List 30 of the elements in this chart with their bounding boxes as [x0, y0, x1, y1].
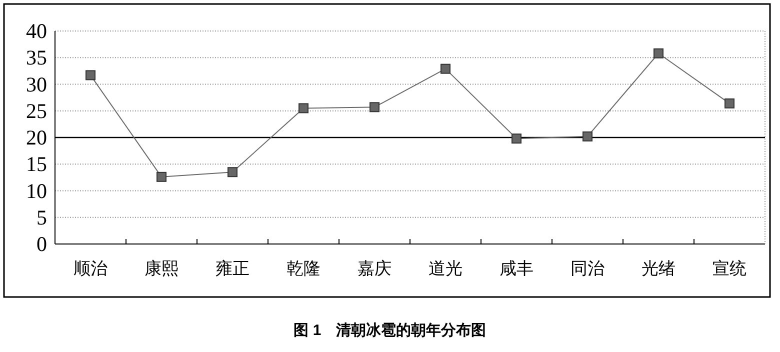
y-tick-label: 20: [26, 126, 47, 150]
point: [724, 98, 734, 108]
y-tick-label: 15: [26, 152, 47, 176]
x-tick-label: 乾隆: [286, 259, 320, 278]
x-tick-label: 康熙: [144, 259, 178, 278]
x-tick-label: 顺治: [74, 259, 108, 278]
point: [370, 102, 380, 112]
x-tick-label: 同治: [570, 259, 604, 278]
y-tick-label: 35: [26, 46, 47, 70]
point: [156, 172, 166, 182]
point: [582, 131, 592, 142]
y-tick-label: 5: [36, 205, 47, 230]
point: [86, 70, 96, 80]
point: [228, 167, 238, 178]
point: [440, 64, 450, 74]
point: [654, 48, 664, 58]
y-tick-label: 25: [26, 98, 47, 123]
x-tick-label: 道光: [428, 259, 462, 278]
text: 图 1 清朝冰雹的朝年分布图: [294, 322, 486, 339]
x-tick-label: 嘉庆: [358, 259, 392, 278]
y-tick-label: 40: [26, 19, 47, 43]
x-tick-label: 宣统: [712, 259, 746, 278]
point: [298, 103, 308, 114]
y-tick-label: 10: [26, 178, 47, 203]
x-tick-label: 咸丰: [500, 259, 534, 278]
x-tick-label: 光绪: [642, 259, 676, 278]
y-tick-label: 30: [26, 72, 47, 96]
point: [512, 134, 522, 144]
y-tick-label: 0: [36, 232, 47, 256]
x-tick-label: 雍正: [216, 259, 250, 278]
